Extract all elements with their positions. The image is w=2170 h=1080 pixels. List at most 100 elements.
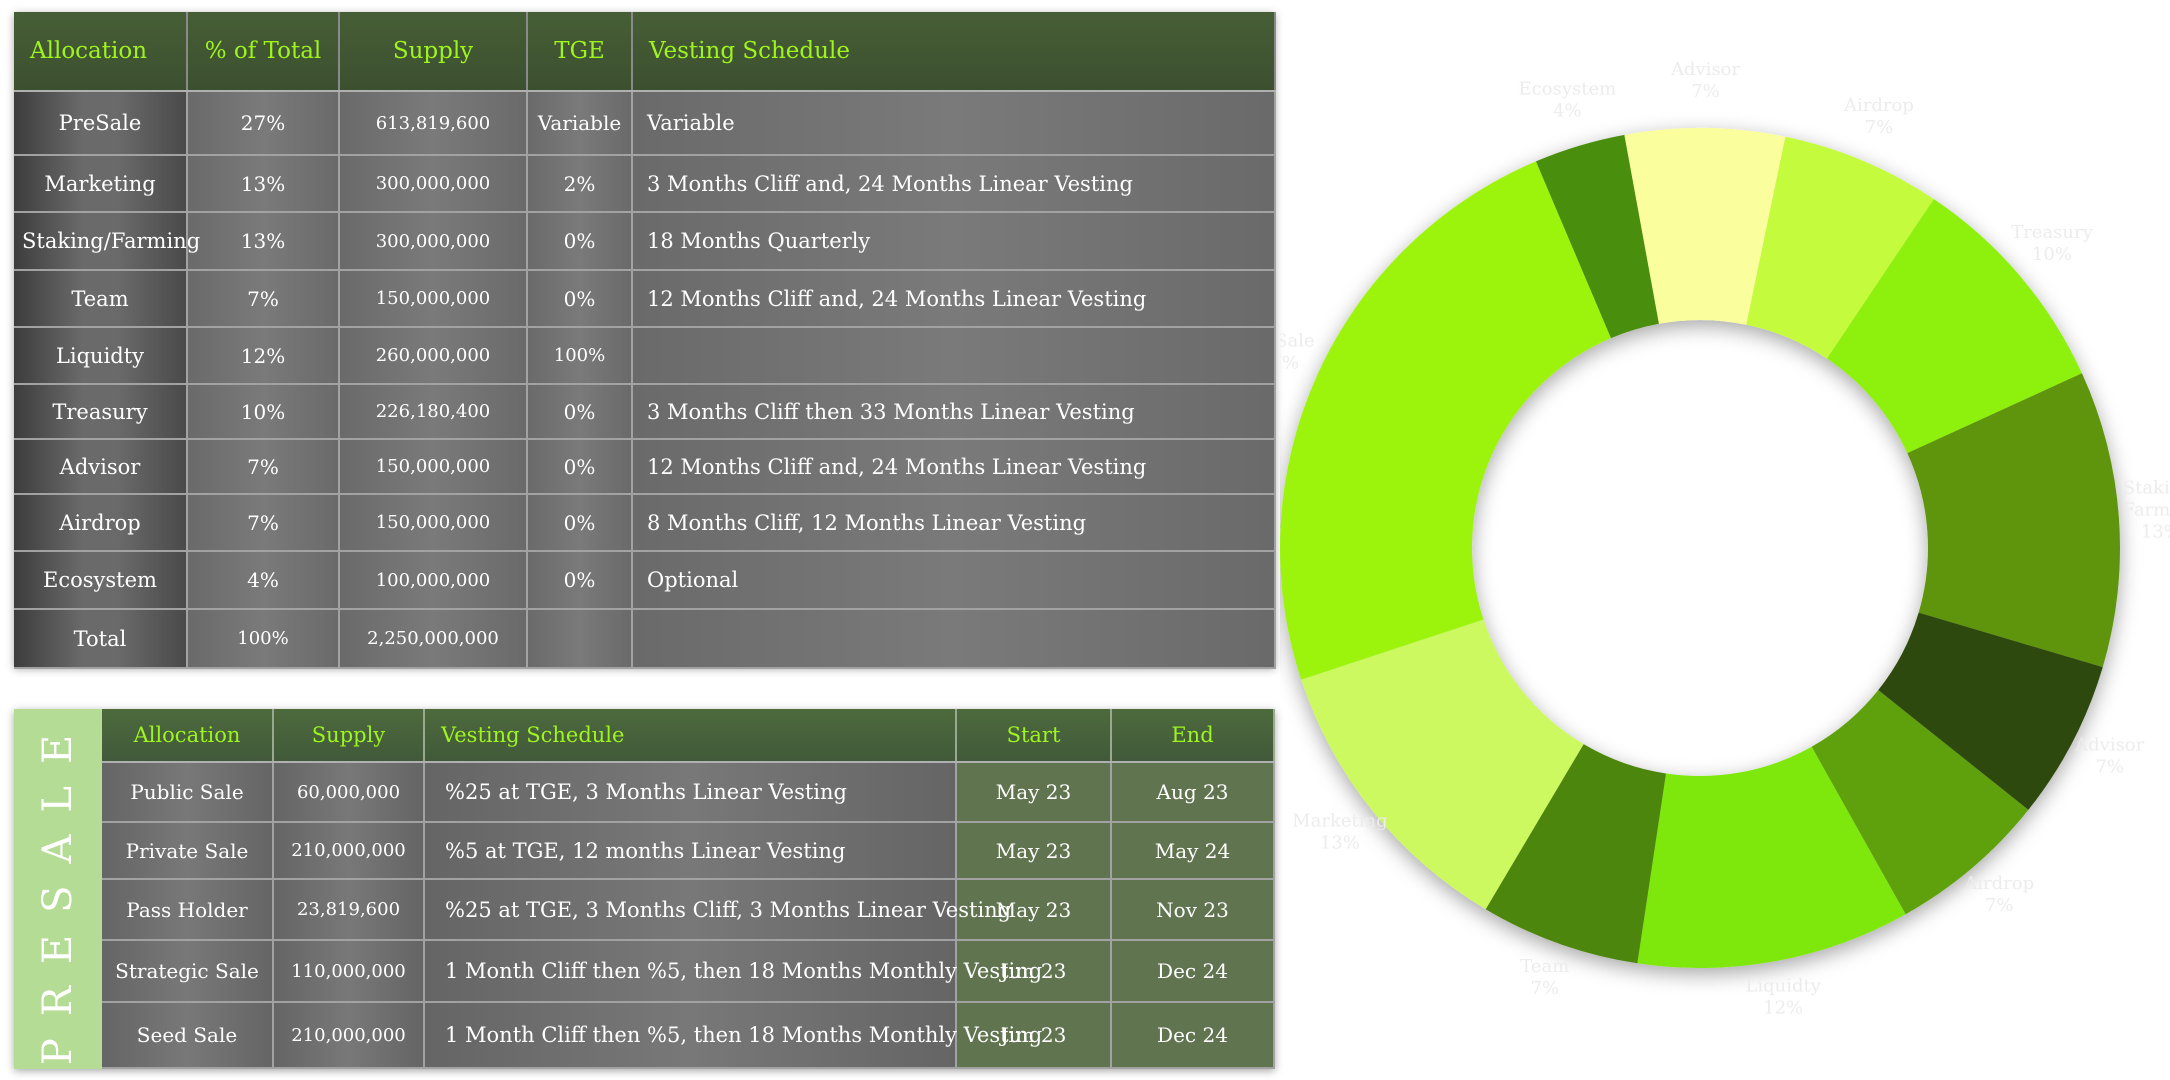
- table-row: Pass Holder 23,819,600 %25 at TGE, 3 Mon…: [102, 879, 1275, 941]
- row-start: May 23: [956, 822, 1112, 880]
- row-supply: 100,000,000: [339, 551, 528, 610]
- row-vesting: 3 Months Cliff and, 24 Months Linear Ves…: [632, 155, 1276, 213]
- row-allocation: Total: [14, 609, 188, 669]
- donut-label: Airdrop 7%: [1843, 95, 1914, 138]
- donut-label: Advisor 7%: [1670, 60, 1741, 102]
- table-row: Advisor 7% 150,000,000 0% 12 Months Clif…: [14, 439, 1276, 495]
- donut-slice-staking-farming: [1907, 373, 2120, 668]
- row-supply: 110,000,000: [273, 940, 425, 1003]
- row-tge: 2%: [527, 155, 633, 213]
- donut-label: Airdrop 7%: [1963, 873, 2034, 916]
- row-supply: 210,000,000: [273, 822, 425, 880]
- row-vesting: %25 at TGE, 3 Months Linear Vesting: [424, 762, 957, 823]
- header-vesting-schedule: Vesting Schedule: [632, 12, 1276, 92]
- row-tge: 0%: [527, 270, 633, 328]
- row-tge: 0%: [527, 439, 633, 495]
- header-tge: TGE: [527, 12, 633, 92]
- row-vesting: 12 Months Cliff and, 24 Months Linear Ve…: [632, 270, 1276, 328]
- donut-slice-team: [1485, 744, 1666, 964]
- donut-slice-treasury: [1826, 199, 2082, 454]
- table-row: Treasury 10% 226,180,400 0% 3 Months Cli…: [14, 384, 1276, 440]
- row-allocation: Marketing: [14, 155, 188, 213]
- header-end: End: [1111, 709, 1275, 763]
- row-allocation: Public Sale: [102, 762, 274, 823]
- row-supply: 210,000,000: [273, 1002, 425, 1069]
- donut-label: Liquidty 12%: [1745, 975, 1821, 1018]
- header-start: Start: [956, 709, 1112, 763]
- row-end: Nov 23: [1111, 879, 1275, 941]
- table-row: PreSale 27% 613,819,600 Variable Variabl…: [14, 91, 1276, 156]
- row-vesting: [632, 609, 1276, 669]
- table-row: Team 7% 150,000,000 0% 12 Months Cliff a…: [14, 270, 1276, 328]
- table-row: Airdrop 7% 150,000,000 0% 8 Months Cliff…: [14, 494, 1276, 552]
- presale-header-row: Allocation Supply Vesting Schedule Start…: [102, 709, 1275, 763]
- row-allocation: Team: [14, 270, 188, 328]
- row-vesting: Variable: [632, 91, 1276, 156]
- row-start: May 23: [956, 762, 1112, 823]
- row-supply: 226,180,400: [339, 384, 528, 440]
- row-allocation: Advisor: [14, 439, 188, 495]
- row-percent: 10%: [187, 384, 340, 440]
- row-vesting: 18 Months Quarterly: [632, 212, 1276, 271]
- row-end: May 24: [1111, 822, 1275, 880]
- allocation-donut-chart: Ecosystem 4% Advisor 7% Airdrop 7% Treasury 10%…: [1280, 60, 2170, 1018]
- row-allocation: Airdrop: [14, 494, 188, 552]
- row-percent: 100%: [187, 609, 340, 669]
- donut-label: Advisor 7%: [2074, 735, 2145, 778]
- row-vesting: 3 Months Cliff then 33 Months Linear Ves…: [632, 384, 1276, 440]
- row-vesting: 12 Months Cliff and, 24 Months Linear Ve…: [632, 439, 1276, 495]
- donut-slice-airdrop: [1746, 136, 1934, 359]
- row-allocation: Liquidty: [14, 327, 188, 385]
- row-tge: 0%: [527, 212, 633, 271]
- table-row: Public Sale 60,000,000 %25 at TGE, 3 Mon…: [102, 762, 1275, 823]
- table-row: Staking/Farming 13% 300,000,000 0% 18 Mo…: [14, 212, 1276, 271]
- row-allocation: Staking/Farming: [14, 212, 200, 271]
- donut-slice-advisor: [1624, 128, 1786, 325]
- row-supply: 613,819,600: [339, 91, 528, 156]
- donut-slice-ecosystem: [1535, 134, 1659, 339]
- row-supply: 260,000,000: [339, 327, 528, 385]
- row-end: Dec 24: [1111, 940, 1275, 1003]
- row-vesting: 1 Month Cliff then %5, then 18 Months Mo…: [424, 1002, 1042, 1069]
- donut-slice-advisor: [1878, 612, 2103, 810]
- row-percent: 13%: [187, 212, 340, 271]
- table-row-total: Total 100% 2,250,000,000: [14, 609, 1276, 669]
- presale-table-panel: PRESALE Allocation Supply Vesting Schedu…: [14, 709, 1275, 1069]
- row-tge: [527, 609, 633, 669]
- row-allocation: Treasury: [14, 384, 188, 440]
- row-end: Dec 24: [1111, 1002, 1275, 1069]
- presale-table: Allocation Supply Vesting Schedule Start…: [102, 709, 1275, 1069]
- row-allocation: Private Sale: [102, 822, 274, 880]
- donut-slice-airdrop: [1811, 690, 2029, 915]
- donut-label: Ecosystem 4%: [1519, 78, 1617, 121]
- row-percent: 13%: [187, 155, 340, 213]
- row-allocation: Strategic Sale: [102, 940, 274, 1003]
- header-allocation: Allocation: [14, 12, 188, 92]
- header-supply: Supply: [339, 12, 528, 92]
- row-supply: 60,000,000: [273, 762, 425, 823]
- row-percent: 12%: [187, 327, 340, 385]
- row-end: Aug 23: [1111, 762, 1275, 823]
- row-start: Jun 23: [956, 940, 1112, 1003]
- row-allocation: Pass Holder: [102, 879, 274, 941]
- header-percent-total: % of Total: [187, 12, 340, 92]
- row-percent: 7%: [187, 494, 340, 552]
- allocation-header-row: Allocation % of Total Supply TGE Vesting…: [14, 12, 1276, 92]
- table-row: Seed Sale 210,000,000 1 Month Cliff then…: [102, 1002, 1275, 1069]
- row-supply: 150,000,000: [339, 439, 528, 495]
- presale-side-label: PRESALE: [35, 712, 81, 1066]
- table-row: Strategic Sale 110,000,000 1 Month Cliff…: [102, 940, 1275, 1003]
- row-allocation: Ecosystem: [14, 551, 188, 610]
- row-start: May 23: [956, 879, 1112, 941]
- donut-slice-marketing: [1301, 619, 1584, 910]
- table-row: Private Sale 210,000,000 %5 at TGE, 12 m…: [102, 822, 1275, 880]
- row-start: Jun 23: [956, 1002, 1112, 1069]
- row-supply: 2,250,000,000: [339, 609, 528, 669]
- row-vesting: 8 Months Cliff, 12 Months Linear Vesting: [632, 494, 1276, 552]
- donut-label: Marketing 13%: [1292, 810, 1387, 853]
- header-supply: Supply: [273, 709, 425, 763]
- table-row: Ecosystem 4% 100,000,000 0% Optional: [14, 551, 1276, 610]
